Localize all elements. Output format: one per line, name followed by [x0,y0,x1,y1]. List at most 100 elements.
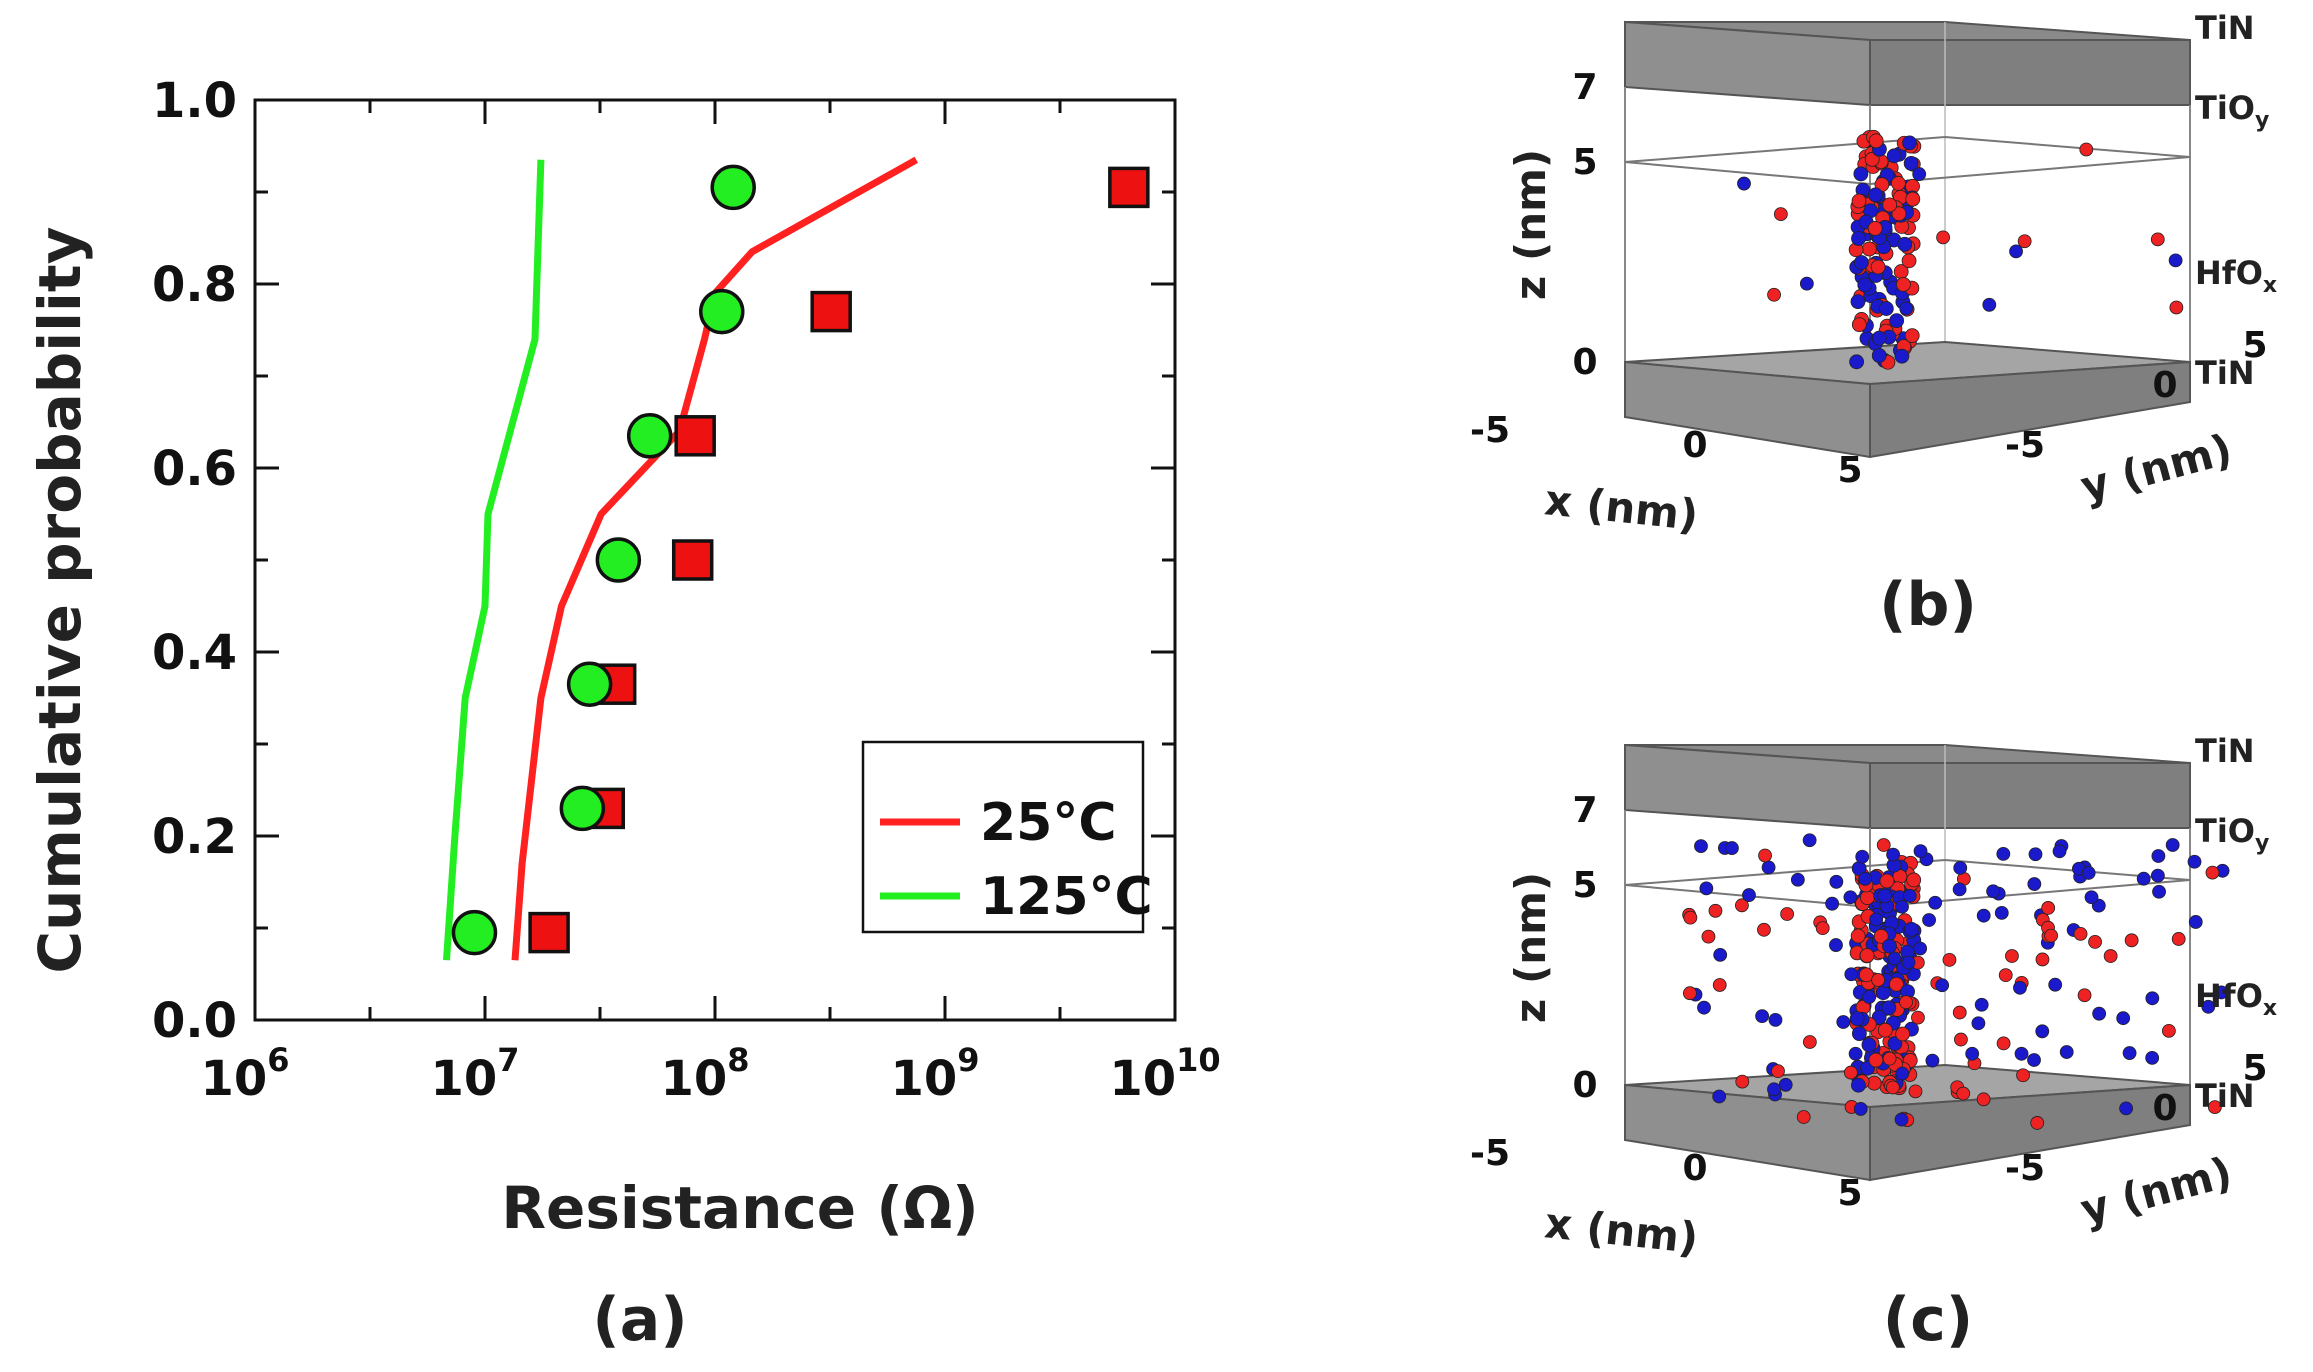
blue-defect-point [1857,277,1873,293]
circle-marker-125c [451,909,498,956]
blue-defect-point [1713,947,1728,962]
blue-defect-point [1850,294,1866,310]
blue-defect-point [1976,908,1991,923]
blue-defect-point [1851,231,1866,246]
circle-marker-125c [559,785,606,832]
blue-defect-point [1853,1102,1868,1116]
blue-defect-point [2035,1024,2050,1039]
red-defect-point [1767,287,1781,302]
blue-defect-point [1861,1037,1877,1053]
x-tick-exponent: 7 [497,1041,519,1079]
layer-label: TiN [2195,732,2255,770]
blue-defect-point [1895,1066,1910,1081]
blue-defect-point [1737,176,1751,191]
blue-defect-point [1982,297,1997,312]
layer-label: TiN [2195,9,2255,47]
blue-defect-point [1699,881,1714,896]
y-tick-label: 1.0 [152,73,237,129]
red-defect-point [1882,1051,1897,1066]
red-defect-point [1889,976,1904,992]
red-defect-point [1871,973,1886,987]
red-defect-point [1868,1052,1884,1068]
z-tick-label: 7 [1572,790,1597,831]
red-defect-point [1864,151,1880,167]
y-axis-title: y (nm) [2075,1147,2236,1234]
red-defect-point [1996,1036,2011,1051]
blue-defect-point [1971,1016,1986,1031]
red-defect-point [1708,903,1723,918]
blue-defect-point [1903,155,1919,171]
x-tick-label: 0 [1682,425,1707,466]
blue-defect-point [2201,999,2216,1014]
blue-defect-point [1844,967,1859,982]
z-axis-title: z (nm) [1506,149,1555,300]
blue-defect-point [1952,882,1967,897]
red-defect-point [1942,953,1957,967]
top-tin-side-face [1869,762,2191,829]
blue-defect-point [1790,872,1805,887]
layer-subscript: y [2255,831,2269,856]
z-tick-label: 0 [1572,1065,1597,1106]
y-tick-label: 0.4 [152,625,237,681]
red-defect-point [1976,1092,1991,1107]
red-defect-point [2041,901,2056,915]
red-defect-point [1734,898,1749,913]
red-defect-point [1701,929,1716,944]
blue-defect-point [1868,187,1883,203]
red-defect-point [1901,253,1917,269]
red-defect-point [1773,207,1788,222]
blue-defect-point [2048,977,2063,992]
x-axis-title: Resistance (Ω) [501,1174,978,1242]
bottom-tin-side-face [1869,1083,2191,1182]
red-defect-point [1851,317,1867,333]
red-defect-point [2016,1068,2030,1083]
blue-defect-point [1903,921,1919,937]
red-defect-point [1895,1026,1911,1042]
red-defect-point [1843,1065,1858,1080]
red-defect-point [1802,1035,1817,1049]
legend-label-25c: 25°C [980,793,1117,853]
blue-defect-point [1925,1053,1940,1068]
blue-defect-point [1869,912,1884,927]
red-defect-point [1877,1022,1893,1038]
red-defect-point [1858,967,1874,983]
x-tick-exponent: 10 [1176,1041,1221,1079]
red-defect-point [1850,928,1866,944]
blue-defect-point [1849,1011,1865,1027]
blue-defect-point [1894,348,1910,364]
x-axis-title: x (nm) [1542,475,1700,540]
red-defect-point [1758,848,1772,863]
y-tick-label: 0 [2152,365,2177,406]
red-defect-point [2044,928,2059,943]
blue-defect-point [2145,991,2160,1006]
z-tick-label: 0 [1572,342,1597,383]
red-defect-point [1815,921,1830,936]
blue-defect-point [2028,847,2043,862]
blue-defect-point [1902,135,1917,151]
layer-subscript: y [2255,108,2269,133]
layer-label: TiN [2195,1077,2255,1115]
blue-defect-point [2116,1011,2131,1026]
blue-defect-point [2014,1046,2029,1061]
blue-defect-point [2084,890,2099,905]
layer-subscript: x [2263,273,2277,298]
layer-subscript: x [2263,996,2277,1021]
x-tick-label: 109 [890,1041,979,1107]
blue-defect-point [1799,276,1814,291]
y-tick-label: 0.0 [152,993,237,1049]
blue-defect-point [1965,1046,1980,1061]
series-line-25-c-simulated [511,156,919,961]
blue-defect-point [1836,1015,1851,1029]
red-defect-point [1876,838,1891,852]
blue-defect-point [1725,841,1739,855]
x-tick-exponent: 8 [727,1041,749,1079]
red-defect-point [1735,1074,1750,1089]
red-defect-point [1952,1005,1967,1020]
red-defect-point [1868,133,1884,149]
y-tick-label: 0.8 [152,257,237,313]
blue-defect-point [1881,1000,1897,1016]
blue-defect-point [2027,877,2042,891]
blue-defect-point [1886,148,1902,164]
circle-marker-125c [699,288,745,335]
blue-defect-point [2150,868,2165,883]
